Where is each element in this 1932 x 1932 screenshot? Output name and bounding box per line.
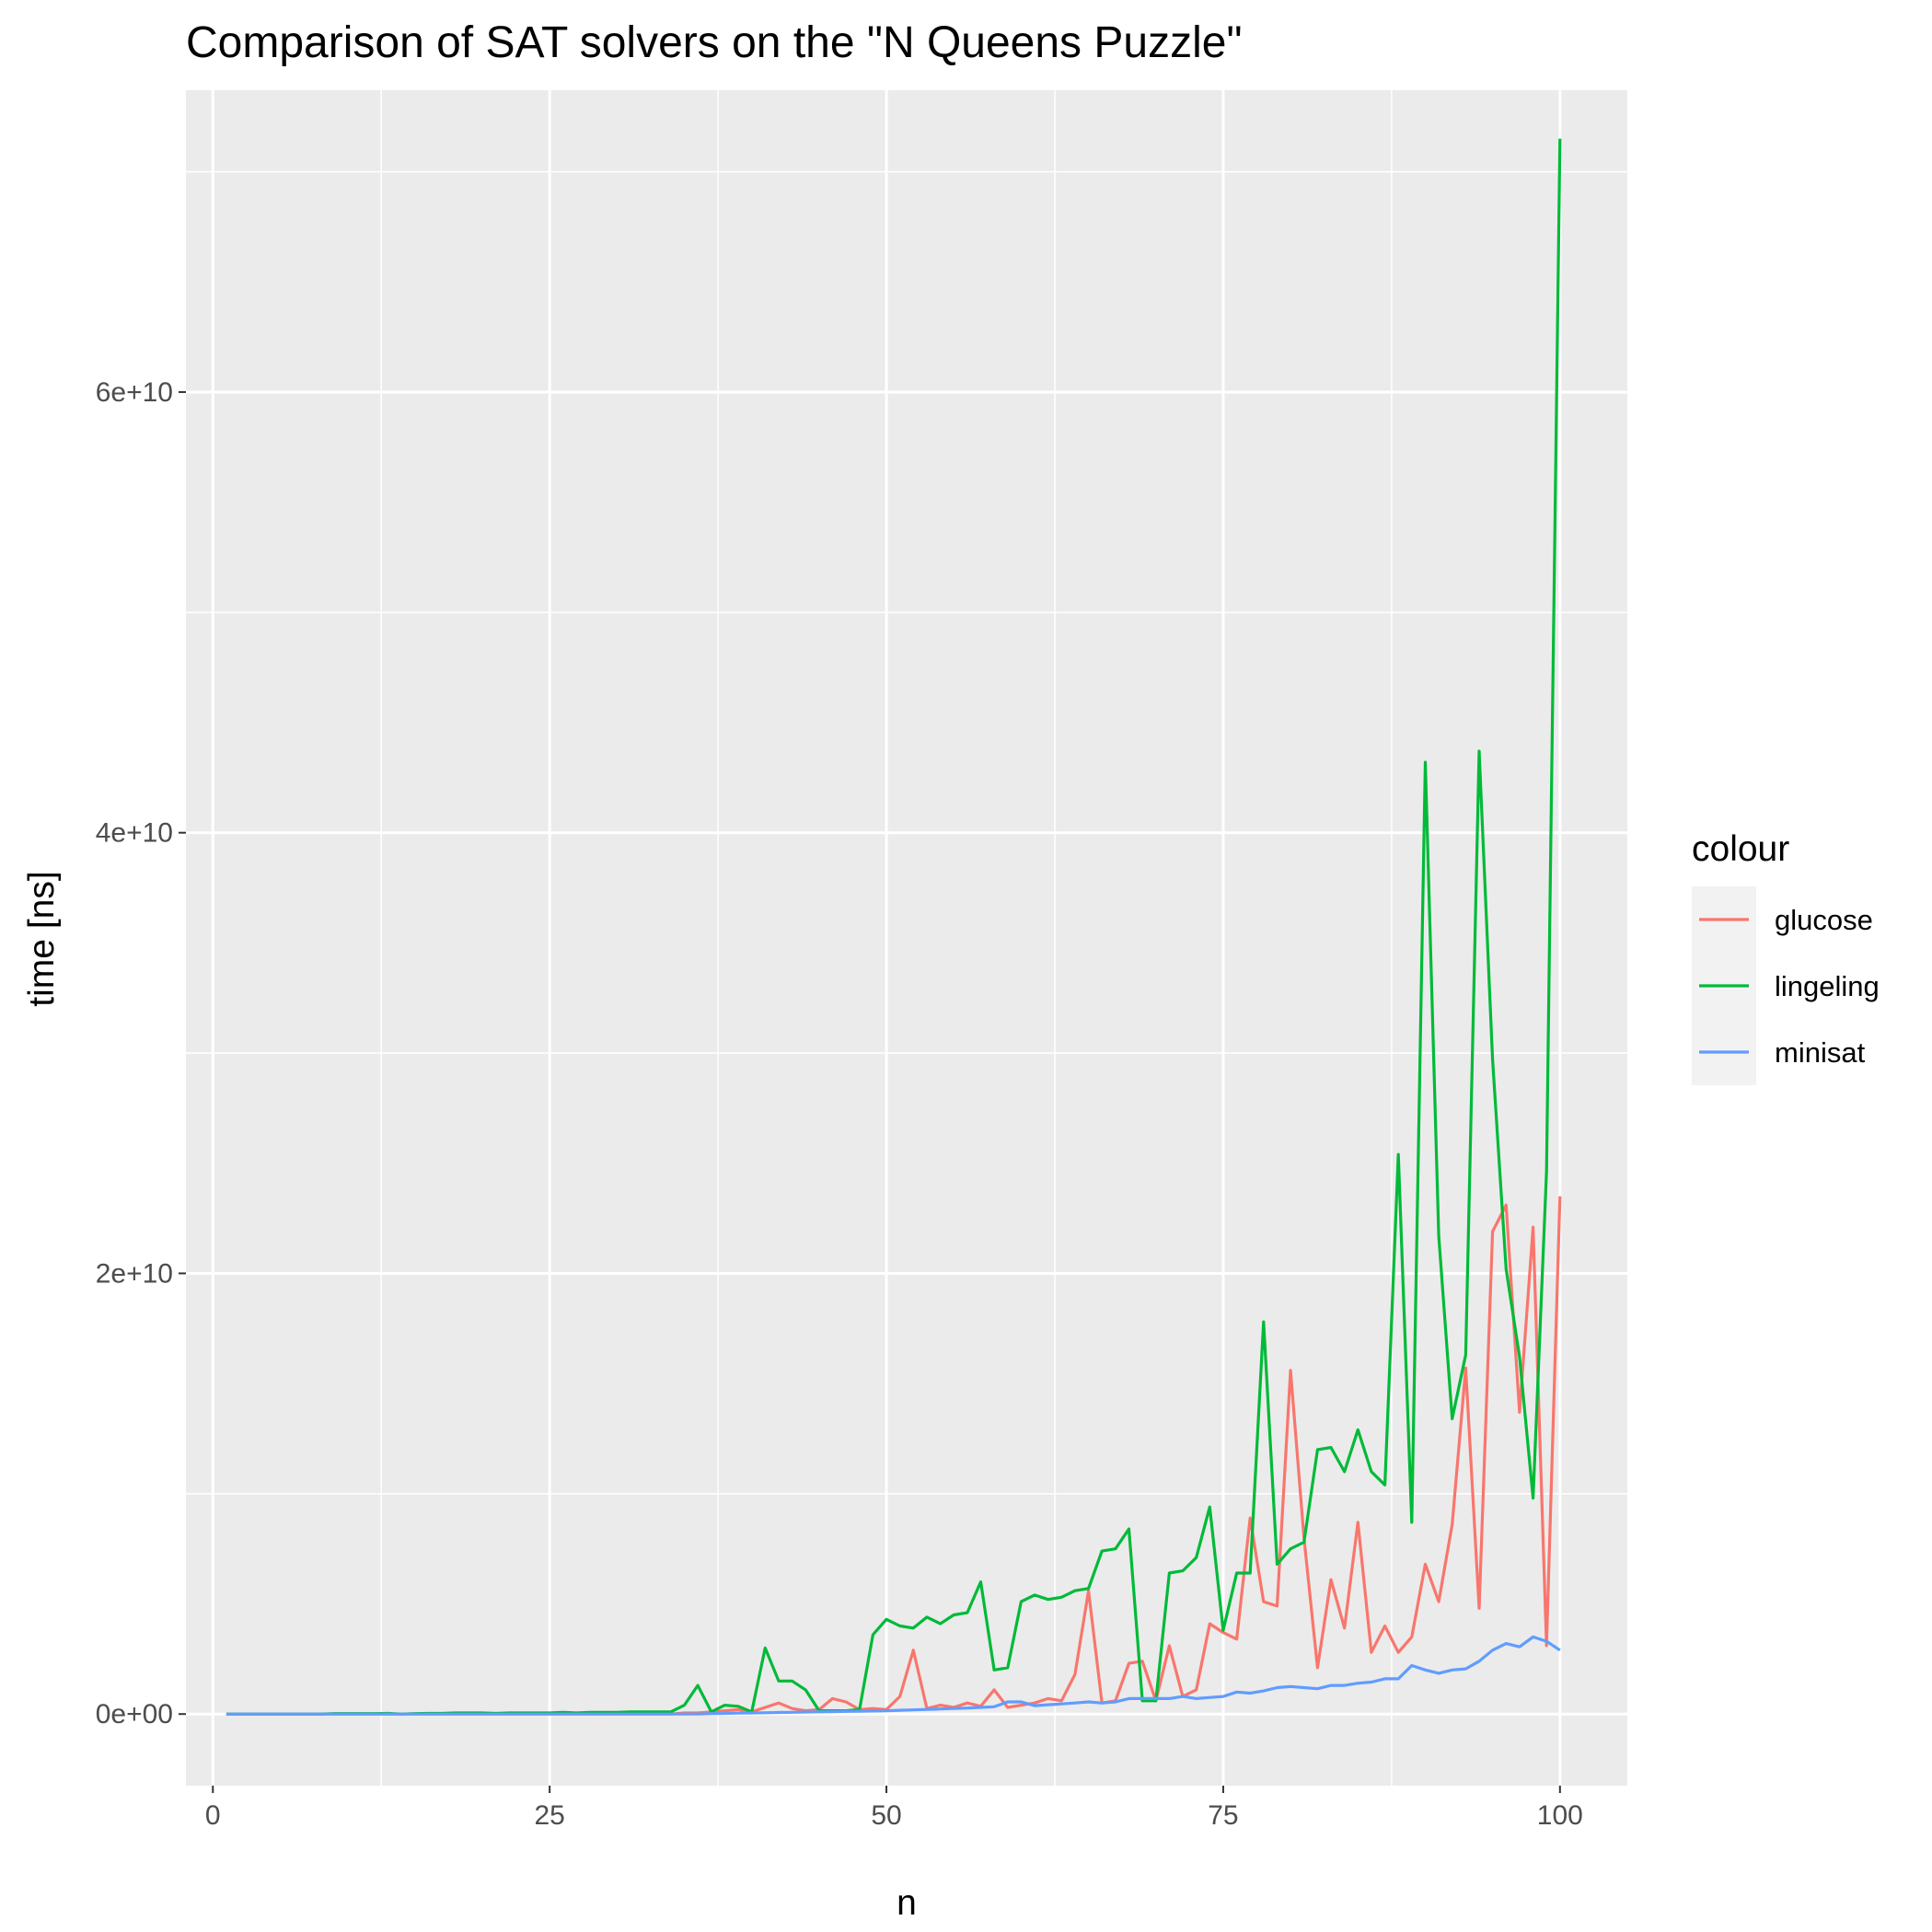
legend: colour glucose lingeling minisat bbox=[1692, 829, 1880, 1085]
plot-panel bbox=[186, 90, 1627, 1786]
series-line-minisat bbox=[226, 1635, 1561, 1716]
x-tick-label: 50 bbox=[871, 1800, 901, 1831]
y-axis-title: time [ns] bbox=[22, 871, 62, 1006]
chart-title: Comparison of SAT solvers on the "N Quee… bbox=[186, 18, 1243, 67]
legend-label-glucose: glucose bbox=[1775, 904, 1873, 936]
x-tick-label: 75 bbox=[1208, 1800, 1238, 1831]
series-lines bbox=[226, 138, 1562, 1716]
legend-label-minisat: minisat bbox=[1775, 1036, 1866, 1069]
legend-title: colour bbox=[1692, 829, 1789, 869]
y-tick-label: 6e+10 bbox=[96, 377, 173, 408]
major-gridlines bbox=[186, 90, 1627, 1786]
y-axis: 0e+00 2e+10 4e+10 6e+10 bbox=[96, 377, 186, 1730]
x-axis: 0 25 50 75 100 bbox=[205, 1786, 1583, 1831]
y-tick-label: 4e+10 bbox=[96, 818, 173, 849]
y-tick-label: 2e+10 bbox=[96, 1258, 173, 1289]
x-axis-title: n bbox=[897, 1883, 917, 1923]
x-tick-label: 100 bbox=[1537, 1800, 1583, 1831]
x-tick-label: 0 bbox=[205, 1800, 221, 1831]
legend-label-lingeling: lingeling bbox=[1775, 970, 1880, 1002]
minor-gridlines bbox=[186, 90, 1627, 1786]
x-tick-label: 25 bbox=[534, 1800, 564, 1831]
y-tick-label: 0e+00 bbox=[96, 1699, 173, 1730]
